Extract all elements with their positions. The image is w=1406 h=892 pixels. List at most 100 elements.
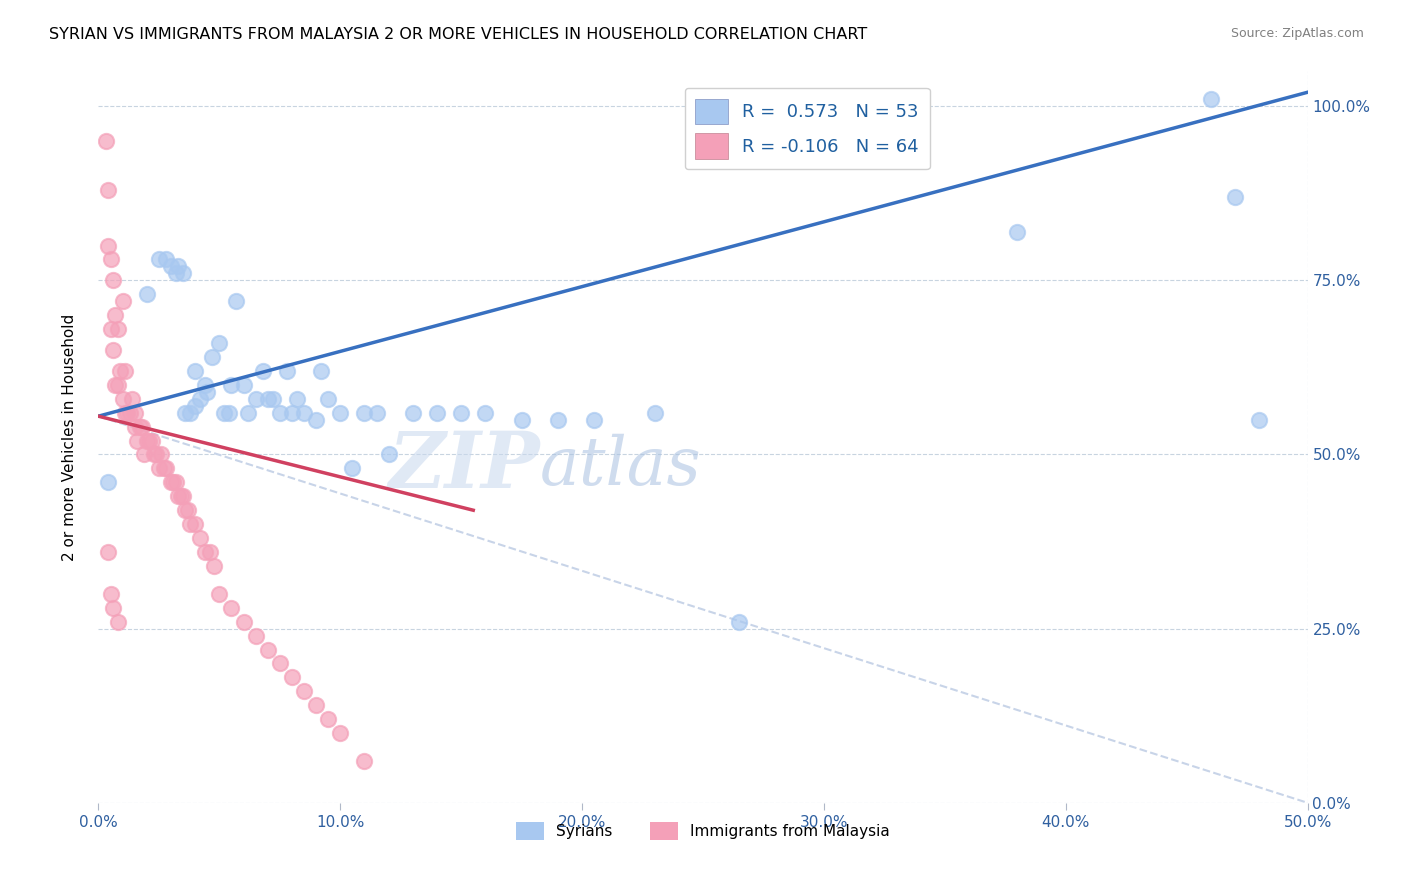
Point (218, 406, 240, 420)
Point (402, 406, 425, 420)
Point (101, 273, 124, 287)
Point (353, 406, 375, 420)
Point (292, 684, 315, 698)
Point (232, 615, 254, 629)
Point (152, 461, 174, 475)
Point (194, 545, 217, 559)
Point (177, 503, 200, 517)
Point (160, 475, 183, 490)
Point (162, 475, 184, 490)
Point (309, 364, 332, 378)
Point (174, 406, 197, 420)
Point (104, 308, 127, 322)
Point (121, 392, 143, 406)
Point (155, 252, 177, 267)
Point (281, 670, 304, 684)
Point (281, 406, 304, 420)
Point (114, 406, 136, 420)
Point (238, 406, 260, 420)
Point (262, 392, 284, 406)
Point (131, 419, 153, 434)
Point (150, 448, 173, 462)
Point (184, 517, 207, 532)
Point (169, 489, 191, 503)
Point (104, 377, 127, 392)
Point (111, 294, 134, 309)
Point (143, 448, 166, 462)
Point (172, 266, 194, 280)
Point (221, 377, 243, 392)
Point (100, 322, 122, 336)
Point (212, 406, 235, 420)
Point (108, 364, 131, 378)
Point (208, 336, 231, 351)
Point (100, 587, 122, 601)
Point (165, 266, 187, 280)
Point (184, 399, 207, 413)
Point (117, 406, 139, 420)
Point (329, 406, 352, 420)
Point (316, 712, 339, 726)
Point (114, 364, 136, 378)
Point (366, 406, 388, 420)
Point (245, 629, 267, 643)
Point (155, 461, 177, 475)
Point (97, 183, 120, 197)
Point (510, 412, 533, 426)
Point (118, 406, 141, 420)
Point (97, 545, 120, 559)
Text: atlas: atlas (540, 434, 702, 499)
Point (245, 392, 267, 406)
Point (342, 461, 364, 475)
Point (201, 350, 224, 364)
Point (134, 448, 156, 462)
Point (97, 475, 120, 490)
Text: ZIP: ZIP (388, 428, 540, 505)
Point (305, 698, 328, 713)
Point (101, 600, 124, 615)
Point (135, 287, 157, 301)
Point (474, 406, 496, 420)
Point (145, 448, 167, 462)
Point (256, 642, 278, 657)
Point (138, 434, 160, 448)
Point (221, 600, 243, 615)
Point (276, 364, 298, 378)
Point (232, 377, 254, 392)
Point (644, 406, 666, 420)
Point (252, 364, 274, 378)
Point (256, 392, 278, 406)
Point (188, 531, 211, 545)
Point (179, 517, 201, 532)
Point (305, 412, 328, 426)
Point (160, 260, 183, 274)
Point (426, 406, 449, 420)
Point (111, 392, 134, 406)
Point (165, 475, 187, 490)
Point (107, 377, 129, 392)
Point (269, 657, 291, 671)
Legend: Syrians, Immigrants from Malaysia: Syrians, Immigrants from Malaysia (510, 815, 896, 847)
Point (135, 434, 157, 448)
Y-axis label: 2 or more Vehicles in Household: 2 or more Vehicles in Household (62, 313, 77, 561)
Point (141, 434, 163, 448)
Point (225, 294, 247, 309)
Point (107, 615, 129, 629)
Point (329, 726, 352, 740)
Point (174, 503, 197, 517)
Point (1249, 412, 1271, 426)
Point (1199, 92, 1222, 106)
Point (292, 406, 315, 420)
Point (316, 392, 339, 406)
Point (100, 252, 122, 267)
Point (208, 587, 231, 601)
Point (1223, 190, 1246, 204)
Point (127, 434, 149, 448)
Point (194, 377, 217, 392)
Point (353, 754, 375, 768)
Point (195, 384, 218, 399)
Point (148, 252, 170, 267)
Point (128, 419, 150, 434)
Point (1007, 225, 1029, 239)
Point (94, 134, 117, 148)
